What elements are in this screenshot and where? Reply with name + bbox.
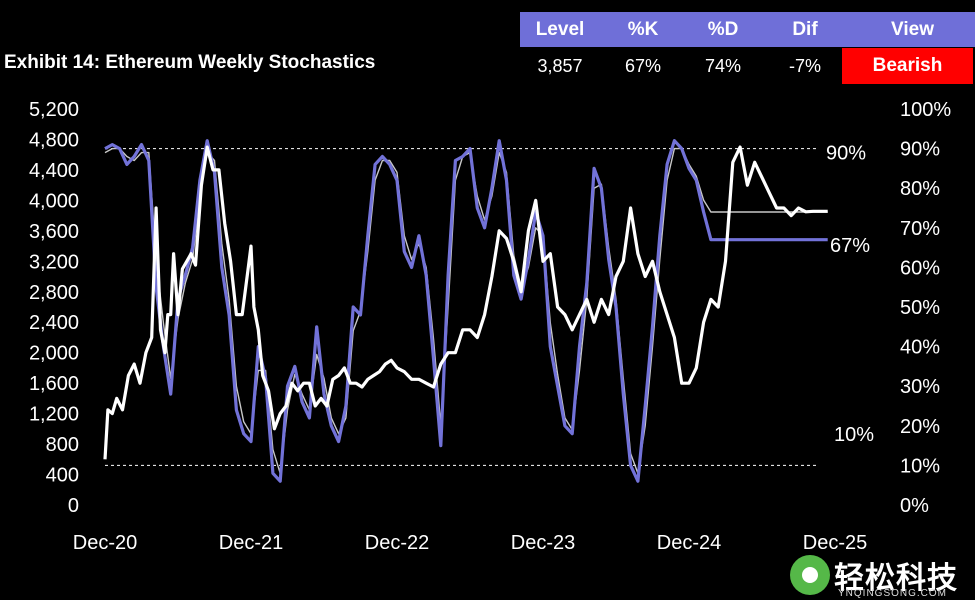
watermark-logo: 轻松科技 YNQINGSONG.COM [790,553,975,600]
y-left-tick-label: 3,200 [29,251,79,273]
y-left-tick-label: 2,800 [29,282,79,304]
x-tick-label: Dec-20 [73,532,137,554]
y-left-tick-label: 1,200 [29,404,79,426]
y-right-tick-label: 20% [900,416,940,438]
x-tick-label: Dec-24 [657,532,721,554]
logo-text: 轻松科技 [834,562,958,595]
x-tick-label: Dec-21 [219,532,283,554]
value-d: 74% [704,55,742,76]
y-right-tick-label: 10% [900,455,940,477]
y-right-tick-label: 90% [900,139,940,161]
y-left-tick-label: 800 [46,434,79,456]
ref-label-upper: 90% [826,143,866,165]
value-k: 67% [624,55,662,76]
y-right-tick-label: 80% [900,178,940,200]
logo-subtext: YNQINGSONG.COM [838,588,948,599]
y-right-tick-label: 0% [900,495,929,517]
ref-label-lower: 10% [834,424,874,446]
y-left-tick-label: 1,600 [29,373,79,395]
value-dif: -7% [788,55,821,76]
y-left-tick-label: 2,400 [29,312,79,334]
logo-icon [790,555,830,595]
y-left-tick-label: 4,800 [29,129,79,151]
value-level: 3,857 [537,55,583,76]
y-right-tick-label: 30% [900,376,940,398]
header-dif: Dif [760,12,850,47]
y-left-tick-label: 2,000 [29,343,79,365]
header-view: View [850,12,975,47]
d-line [104,147,828,474]
y-left-tick-label: 4,000 [29,190,79,212]
view-badge: Bearish [842,48,973,84]
y-right-tick-label: 60% [900,257,940,279]
y-right-tick-label: 40% [900,337,940,359]
chart-title: Exhibit 14: Ethereum Weekly Stochastics [4,52,376,73]
y-left-tick-label: 5,200 [29,99,79,121]
price-line [103,145,828,460]
x-tick-label: Dec-22 [365,532,429,554]
y-right-tick-label: 50% [900,297,940,319]
y-right-tick-label: 100% [900,99,951,121]
k-end-label: 67% [830,235,870,257]
y-left-tick-label: 0 [68,495,79,517]
y-left-tick-label: 3,600 [29,221,79,243]
y-right-tick-label: 70% [900,218,940,240]
k-line [104,139,828,483]
header-level: Level [520,12,600,47]
y-left-tick-label: 4,400 [29,160,79,182]
header-d: %D [686,12,760,47]
x-tick-label: Dec-25 [803,532,867,554]
header-k: %K [600,12,686,47]
x-tick-label: Dec-23 [511,532,575,554]
y-left-tick-label: 400 [46,465,79,487]
